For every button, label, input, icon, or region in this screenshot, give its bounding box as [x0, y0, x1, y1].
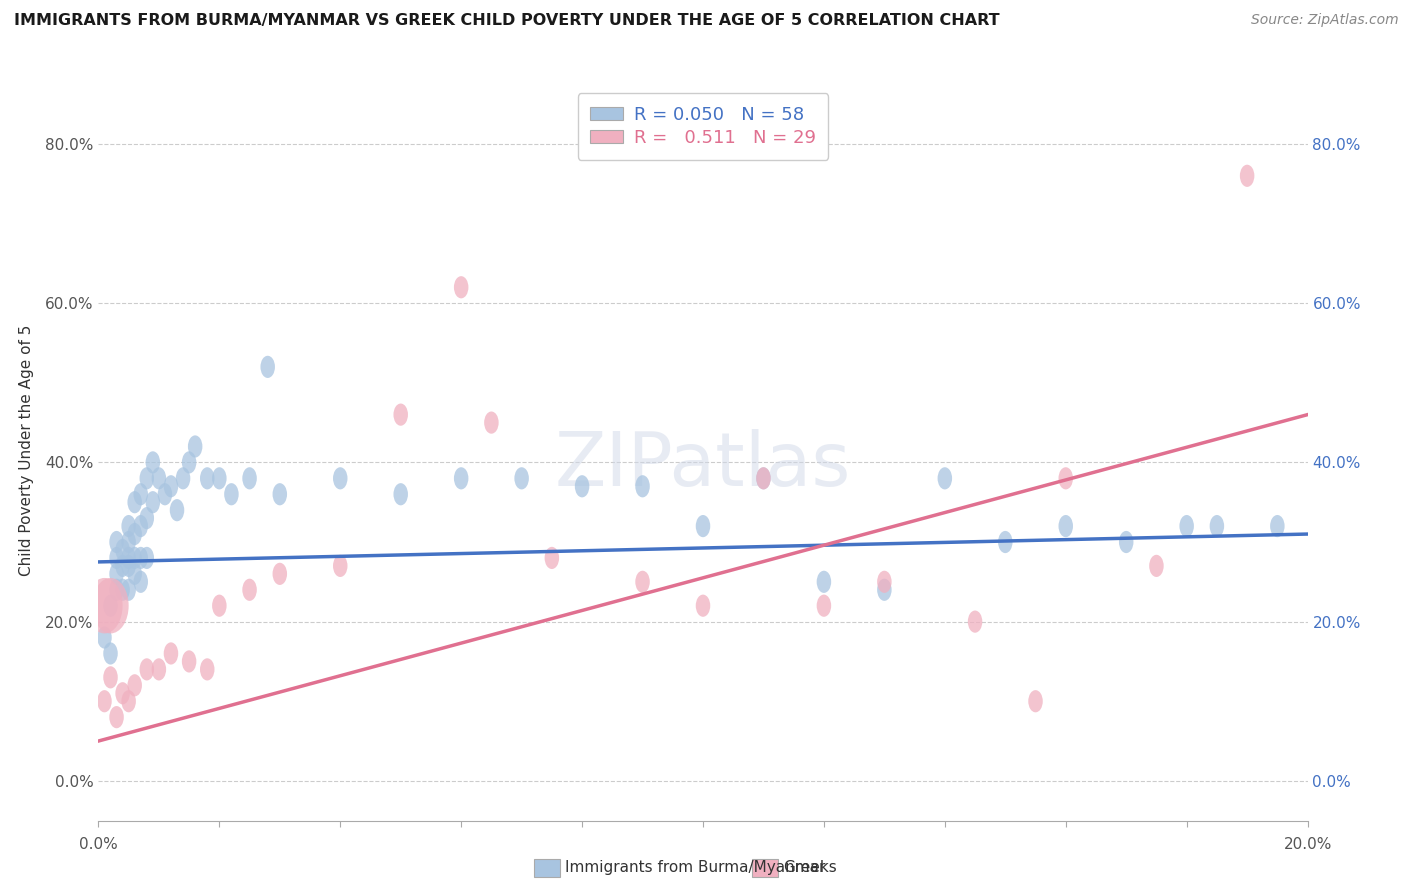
Text: IMMIGRANTS FROM BURMA/MYANMAR VS GREEK CHILD POVERTY UNDER THE AGE OF 5 CORRELAT: IMMIGRANTS FROM BURMA/MYANMAR VS GREEK C…: [14, 13, 1000, 29]
Text: 20.0%: 20.0%: [1284, 837, 1331, 852]
Text: ZIPatlas: ZIPatlas: [555, 429, 851, 502]
Y-axis label: Child Poverty Under the Age of 5: Child Poverty Under the Age of 5: [18, 325, 34, 576]
Text: Immigrants from Burma/Myanmar: Immigrants from Burma/Myanmar: [565, 861, 825, 875]
Text: 0.0%: 0.0%: [79, 837, 118, 852]
Legend: R = 0.050   N = 58, R =   0.511   N = 29: R = 0.050 N = 58, R = 0.511 N = 29: [578, 93, 828, 160]
Text: Source: ZipAtlas.com: Source: ZipAtlas.com: [1251, 13, 1399, 28]
Text: Greeks: Greeks: [783, 861, 837, 875]
